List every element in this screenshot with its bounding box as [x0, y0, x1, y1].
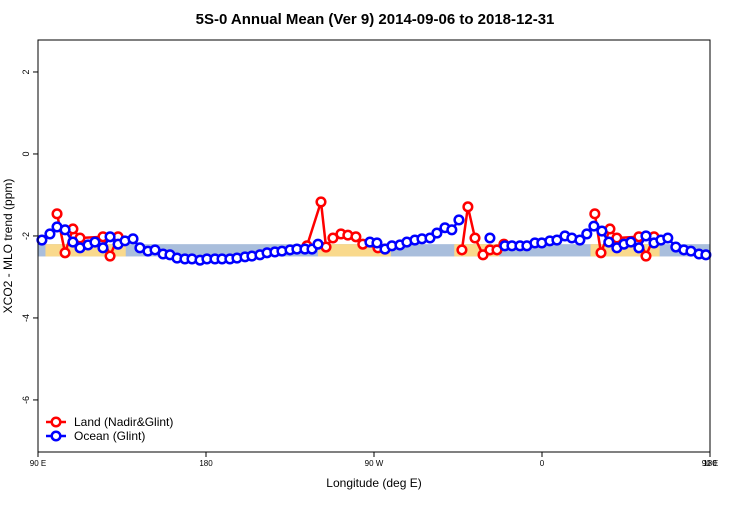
- data-point: [371, 237, 383, 249]
- data-point: [36, 234, 48, 246]
- data-point: [104, 231, 116, 243]
- data-point: [581, 228, 593, 240]
- data-point: [603, 236, 615, 248]
- data-point: [127, 233, 139, 245]
- y-axis-label: XCO2 - MLO trend (ppm): [1, 179, 15, 314]
- x-tick-label: 0: [540, 459, 545, 468]
- data-point: [104, 250, 116, 262]
- data-point: [312, 238, 324, 250]
- data-point: [588, 220, 600, 232]
- chart-title: 5S-0 Annual Mean (Ver 9) 2014-09-06 to 2…: [196, 11, 555, 28]
- legend-label: Land (Nadir&Glint): [74, 415, 173, 429]
- data-point: [59, 247, 71, 259]
- data-point: [484, 232, 496, 244]
- data-point: [97, 242, 109, 254]
- data-point: [462, 201, 474, 213]
- y-tick-label: -4: [21, 314, 31, 322]
- data-point: [67, 236, 79, 248]
- data-point: [633, 242, 645, 254]
- x-tick-label: 90 W: [365, 459, 384, 468]
- y-tick-label: 0: [21, 151, 31, 156]
- legend-marker: [50, 430, 62, 442]
- data-point: [662, 232, 674, 244]
- data-point: [456, 244, 468, 256]
- data-point: [595, 247, 607, 259]
- legend-label: Ocean (Glint): [74, 429, 145, 443]
- x-tick-label: 90 E: [702, 459, 718, 468]
- data-point: [350, 231, 362, 243]
- plot-area: [36, 196, 712, 266]
- data-point: [315, 196, 327, 208]
- data-point: [446, 224, 458, 236]
- y-tick-label: 2: [21, 69, 31, 74]
- data-point: [700, 249, 712, 261]
- data-point: [431, 227, 443, 239]
- data-point: [59, 224, 71, 236]
- x-tick-label: 180: [703, 459, 717, 468]
- x-tick-label: 180: [199, 459, 213, 468]
- data-point: [640, 250, 652, 262]
- legend-marker: [50, 416, 62, 428]
- data-point: [44, 228, 56, 240]
- data-point: [640, 230, 652, 242]
- data-point: [51, 208, 63, 220]
- x-tick-label: 90 E: [30, 459, 46, 468]
- data-point: [89, 236, 101, 248]
- data-point: [574, 234, 586, 246]
- x-axis-label: Longitude (deg E): [326, 476, 421, 490]
- data-point: [469, 232, 481, 244]
- y-tick-label: -2: [21, 232, 31, 240]
- data-point: [589, 208, 601, 220]
- data-point: [453, 214, 465, 226]
- data-point: [596, 225, 608, 237]
- y-tick-label: -6: [21, 396, 31, 404]
- data-point: [625, 236, 637, 248]
